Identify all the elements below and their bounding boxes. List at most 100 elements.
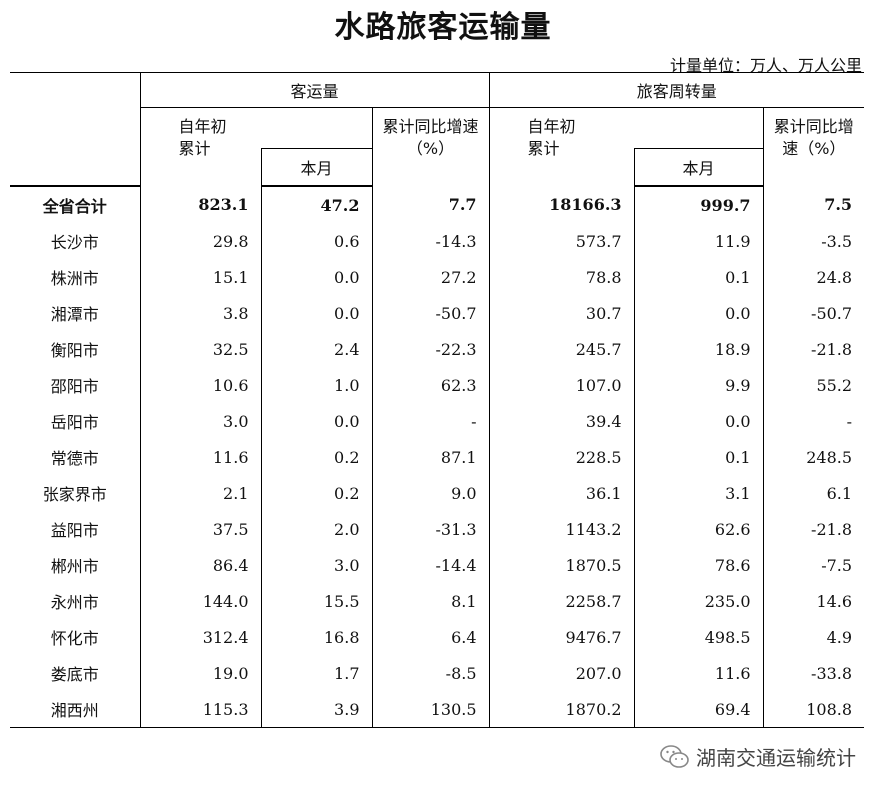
cell-t-ytd: 78.8 <box>488 259 635 295</box>
cell-p-month: 16.8 <box>260 619 372 655</box>
table-row: 长沙市 29.8 0.6 -14.3 573.7 11.9 -3.5 <box>10 223 865 259</box>
table-row: 株洲市 15.1 0.0 27.2 78.8 0.1 24.8 <box>10 259 865 295</box>
cell-p-ytd: 10.6 <box>139 367 261 403</box>
cell-t-ytd: 228.5 <box>488 439 635 475</box>
cell-t-ytd: 18166.3 <box>488 186 635 223</box>
cell-p-growth: -31.3 <box>371 511 490 547</box>
cell-t-month: 0.0 <box>633 403 764 439</box>
cell-p-growth: 87.1 <box>371 439 490 475</box>
cell-p-growth: 130.5 <box>371 691 490 728</box>
cell-t-month: 9.9 <box>633 367 764 403</box>
cell-p-ytd: 29.8 <box>139 223 261 259</box>
cell-p-ytd: 37.5 <box>139 511 261 547</box>
row-region-name: 郴州市 <box>50 557 99 576</box>
cell-t-ytd: 1143.2 <box>488 511 635 547</box>
cell-t-growth: 14.6 <box>762 583 865 619</box>
cell-t-month: 11.6 <box>633 655 764 691</box>
table-row: 张家界市 2.1 0.2 9.0 36.1 3.1 6.1 <box>10 475 865 511</box>
table-row: 全省合计 823.1 47.2 7.7 18166.3 999.7 7.5 <box>10 186 865 223</box>
page-title: 水路旅客运输量 <box>334 10 552 45</box>
cell-p-growth: 9.0 <box>371 475 490 511</box>
table-row: 郴州市 86.4 3.0 -14.4 1870.5 78.6 -7.5 <box>10 547 865 583</box>
cell-p-ytd: 312.4 <box>139 619 261 655</box>
cell-t-growth: 55.2 <box>762 367 865 403</box>
cell-t-ytd: 107.0 <box>488 367 635 403</box>
unit-note: 计量单位：万人、万人公里 <box>669 56 862 75</box>
cell-p-ytd: 32.5 <box>139 331 261 367</box>
passenger-transport-table: 客运量 旅客周转量 自年初 累计 累计同比增速 （%） 自年初 累计 累计同比增 速（%… <box>10 72 865 728</box>
cell-t-growth: 248.5 <box>762 439 865 475</box>
cell-p-ytd: 3.0 <box>139 403 261 439</box>
cell-p-ytd: 823.1 <box>139 186 261 223</box>
row-region-name: 衡阳市 <box>50 341 99 360</box>
cell-p-month: 1.7 <box>260 655 372 691</box>
cell-p-growth: -50.7 <box>371 295 490 331</box>
table-row: 湘潭市 3.8 0.0 -50.7 30.7 0.0 -50.7 <box>10 295 865 331</box>
table-row: 衡阳市 32.5 2.4 -22.3 245.7 18.9 -21.8 <box>10 331 865 367</box>
cell-p-month: 2.4 <box>260 331 372 367</box>
wechat-icon <box>660 744 689 768</box>
cell-t-ytd: 1870.5 <box>488 547 635 583</box>
cell-t-month: 498.5 <box>633 619 764 655</box>
header-turnover-month: 本月 <box>633 148 764 187</box>
cell-p-growth: -14.3 <box>371 223 490 259</box>
cell-t-growth: 6.1 <box>762 475 865 511</box>
cell-p-ytd: 3.8 <box>139 295 261 331</box>
cell-p-growth: 62.3 <box>371 367 490 403</box>
cell-p-ytd: 11.6 <box>139 439 261 475</box>
header-turnover-ytd: 自年初 累计 <box>488 107 635 186</box>
cell-p-growth: 27.2 <box>371 259 490 295</box>
cell-p-growth: - <box>371 403 490 439</box>
header-region-blank <box>10 72 140 187</box>
row-region-name: 湘西州 <box>10 691 140 728</box>
cell-t-month: 78.6 <box>633 547 764 583</box>
table-row: 邵阳市 10.6 1.0 62.3 107.0 9.9 55.2 <box>10 367 865 403</box>
cell-p-ytd: 144.0 <box>139 583 261 619</box>
cell-p-month: 15.5 <box>260 583 372 619</box>
cell-p-month: 2.0 <box>260 511 372 547</box>
cell-t-month: 69.4 <box>633 691 764 728</box>
cell-t-growth: - <box>762 403 865 439</box>
header-passenger-turnover: 旅客周转量 <box>488 72 865 108</box>
cell-p-growth: -8.5 <box>371 655 490 691</box>
cell-t-month: 235.0 <box>633 583 764 619</box>
table-row: 怀化市 312.4 16.8 6.4 9476.7 498.5 4.9 <box>10 619 865 655</box>
cell-p-month: 0.0 <box>260 295 372 331</box>
cell-p-month: 47.2 <box>260 186 372 223</box>
table-body: 全省合计 823.1 47.2 7.7 18166.3 999.7 7.5 长沙市 29.8 0.… <box>10 186 865 728</box>
cell-t-growth: 4.9 <box>762 619 865 655</box>
cell-p-month: 3.9 <box>260 691 372 728</box>
row-region-name: 岳阳市 <box>50 413 99 432</box>
table-row: 岳阳市 3.0 0.0-39.4 0.0- <box>10 403 865 439</box>
cell-t-growth: 108.8 <box>762 691 865 728</box>
cell-t-growth: -3.5 <box>762 223 865 259</box>
cell-t-month: 18.9 <box>633 331 764 367</box>
footer-text: 湖南交通运输统计 <box>696 746 856 770</box>
cell-t-month: 11.9 <box>633 223 764 259</box>
row-region-name: 益阳市 <box>50 521 99 540</box>
cell-t-month: 999.7 <box>633 186 764 223</box>
cell-t-month: 3.1 <box>633 475 764 511</box>
cell-t-ytd: 207.0 <box>488 655 635 691</box>
row-region-name: 邵阳市 <box>50 377 99 396</box>
cell-p-month: 0.0 <box>260 403 372 439</box>
cell-t-growth: -21.8 <box>762 331 865 367</box>
cell-p-month: 0.2 <box>260 439 372 475</box>
cell-t-ytd: 573.7 <box>488 223 635 259</box>
row-region-name: 湘潭市 <box>50 305 99 324</box>
header-passenger-month-space <box>261 108 372 149</box>
cell-p-month: 0.0 <box>260 259 372 295</box>
header-turnover-growth: 累计同比增 速（%） <box>762 107 865 186</box>
cell-t-growth: -33.8 <box>762 655 865 691</box>
table-row: 永州市 144.0 15.5 8.1 2258.7 235.0 14.6 <box>10 583 865 619</box>
table-row: 益阳市 37.5 2.0 -31.3 1143.2 62.6 -21.8 <box>10 511 865 547</box>
cell-p-growth: 7.7 <box>371 186 490 223</box>
header-passenger-volume: 客运量 <box>139 72 490 108</box>
cell-t-ytd: 2258.7 <box>488 583 635 619</box>
cell-p-ytd: 86.4 <box>139 547 261 583</box>
table-row: 娄底市 19.0 1.7 -8.5 207.0 11.6 -33.8 <box>10 655 865 691</box>
cell-t-ytd: 30.7 <box>488 295 635 331</box>
cell-p-month: 1.0 <box>260 367 372 403</box>
cell-p-growth: 8.1 <box>371 583 490 619</box>
cell-t-ytd: 1870.2 <box>488 691 635 728</box>
